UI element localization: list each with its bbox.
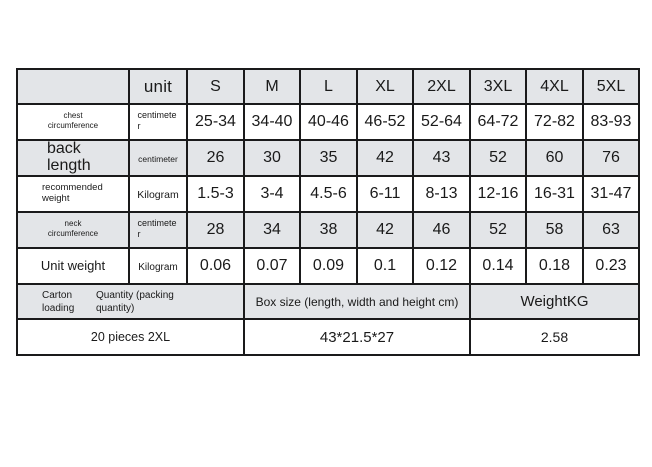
value-cell: 0.23 xyxy=(582,247,640,285)
value-cell: 16-31 xyxy=(525,175,584,213)
row-unit-cell: Kilogram xyxy=(128,175,188,213)
value-cell: 30 xyxy=(243,139,301,177)
value-cell: 0.18 xyxy=(525,247,584,285)
size-header-xl: XL xyxy=(356,68,414,105)
row-neck-circumference: neck circumference centimeter 28 34 38 4… xyxy=(16,211,640,249)
size-header-m: M xyxy=(243,68,301,105)
row-label-cell: chest circumference xyxy=(16,103,130,141)
row-label: chest circumference xyxy=(47,111,99,130)
row-label-cell: neck circumference xyxy=(16,211,130,249)
value-cell: 12-16 xyxy=(469,175,527,213)
value-cell: 83-93 xyxy=(582,103,640,141)
value-cell: 52 xyxy=(469,211,527,249)
box-size-header: Box size (length, width and height cm) xyxy=(243,283,471,320)
value-cell: 63 xyxy=(582,211,640,249)
row-unit-cell: centimeter xyxy=(128,139,188,177)
row-unit-cell: centimeter xyxy=(128,211,188,249)
value-cell: 6-11 xyxy=(356,175,414,213)
value-cell: 38 xyxy=(299,211,358,249)
value-cell: 35 xyxy=(299,139,358,177)
value-cell: 0.07 xyxy=(243,247,301,285)
value-cell: 72-82 xyxy=(525,103,584,141)
value-cell: 40-46 xyxy=(299,103,358,141)
value-cell: 4.5-6 xyxy=(299,175,358,213)
value-cell: 58 xyxy=(525,211,584,249)
value-cell: 46 xyxy=(412,211,471,249)
row-unit: centimeter xyxy=(137,217,177,240)
value-cell: 52 xyxy=(469,139,527,177)
carton-quantity-value: 20 pieces 2XL xyxy=(16,318,245,356)
header-row: unit S M L XL 2XL 3XL 4XL 5XL xyxy=(16,68,640,105)
value-cell: 28 xyxy=(186,211,245,249)
carton-quantity-header: Quantity (packing quantity) xyxy=(96,289,174,314)
row-label-cell: back length xyxy=(16,139,130,177)
row-label: recommended weight xyxy=(42,181,103,205)
value-cell: 60 xyxy=(525,139,584,177)
row-unit-cell: centimeter xyxy=(128,103,188,141)
carton-weight-value: 2.58 xyxy=(469,318,640,356)
row-unit: centimeter xyxy=(138,154,178,164)
row-unit-cell: Kilogram xyxy=(128,247,188,285)
size-header-s: S xyxy=(186,68,245,105)
value-cell: 3-4 xyxy=(243,175,301,213)
row-unit: Kilogram xyxy=(137,189,179,201)
value-cell: 43 xyxy=(412,139,471,177)
value-cell: 31-47 xyxy=(582,175,640,213)
size-chart-table: unit S M L XL 2XL 3XL 4XL 5XL chest circ… xyxy=(16,68,640,356)
value-cell: 42 xyxy=(356,211,414,249)
size-header-4xl: 4XL xyxy=(525,68,584,105)
row-chest-circumference: chest circumference centimeter 25-34 34-… xyxy=(16,103,640,141)
carton-header-row: Carton loading Quantity (packing quantit… xyxy=(16,283,640,320)
row-unit: centimeter xyxy=(137,109,177,132)
row-back-length: back length centimeter 26 30 35 42 43 52… xyxy=(16,139,640,177)
value-cell: 34-40 xyxy=(243,103,301,141)
value-cell: 0.14 xyxy=(469,247,527,285)
box-size-value: 43*21.5*27 xyxy=(243,318,471,356)
carton-loading-label: Carton loading xyxy=(42,289,75,314)
value-cell: 0.06 xyxy=(186,247,245,285)
row-label-cell: recommended weight xyxy=(16,175,130,213)
carton-values-row: 20 pieces 2XL 43*21.5*27 2.58 xyxy=(16,318,640,356)
row-unit-weight: Unit weight Kilogram 0.06 0.07 0.09 0.1 … xyxy=(16,247,640,285)
row-unit: Kilogram xyxy=(138,262,178,273)
size-header-3xl: 3XL xyxy=(469,68,527,105)
carton-weight-header: WeightKG xyxy=(469,283,640,320)
row-label: neck circumference xyxy=(47,219,99,238)
value-cell: 8-13 xyxy=(412,175,471,213)
value-cell: 26 xyxy=(186,139,245,177)
value-cell: 0.12 xyxy=(412,247,471,285)
row-recommended-weight: recommended weight Kilogram 1.5-3 3-4 4.… xyxy=(16,175,640,213)
carton-loading-cell: Carton loading Quantity (packing quantit… xyxy=(16,283,245,320)
unit-column-header: unit xyxy=(128,68,188,105)
value-cell: 25-34 xyxy=(186,103,245,141)
row-label: back length xyxy=(47,140,91,174)
size-header-5xl: 5XL xyxy=(582,68,640,105)
row-label: Unit weight xyxy=(40,258,106,273)
value-cell: 1.5-3 xyxy=(186,175,245,213)
value-cell: 42 xyxy=(356,139,414,177)
value-cell: 64-72 xyxy=(469,103,527,141)
size-header-l: L xyxy=(299,68,358,105)
value-cell: 76 xyxy=(582,139,640,177)
row-label-cell: Unit weight xyxy=(16,247,130,285)
corner-cell xyxy=(16,68,130,105)
value-cell: 0.1 xyxy=(356,247,414,285)
value-cell: 34 xyxy=(243,211,301,249)
value-cell: 46-52 xyxy=(356,103,414,141)
value-cell: 52-64 xyxy=(412,103,471,141)
size-header-2xl: 2XL xyxy=(412,68,471,105)
value-cell: 0.09 xyxy=(299,247,358,285)
